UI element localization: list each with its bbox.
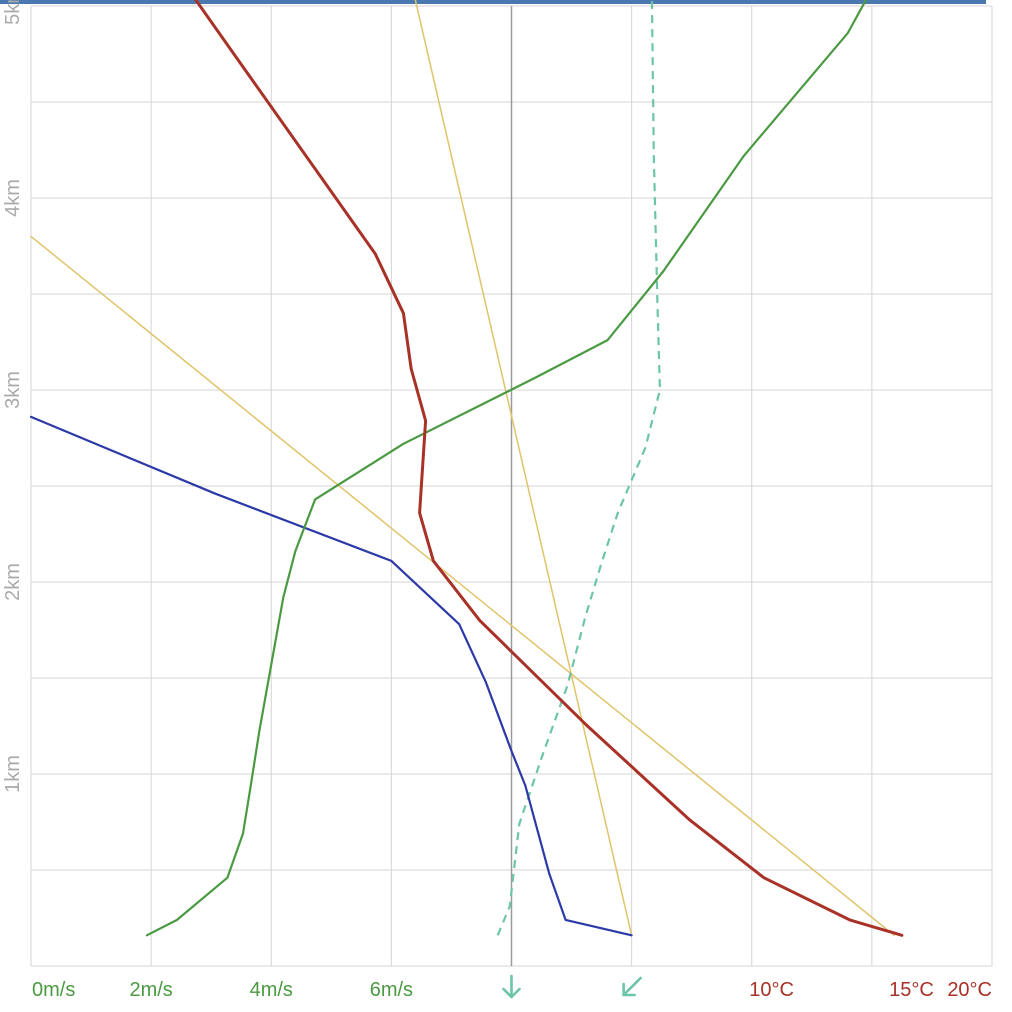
y-tick-label: 3km [2,371,24,409]
y-tick-label: 2km [2,563,24,601]
top-accent-bar [0,0,986,4]
x-tick-labels: 0m/s 2m/s 4m/s 6m/s 10°C 15°C 20°C [32,974,992,1001]
grid [30,5,993,967]
wind-tick-label: 0m/s [32,979,75,1001]
temperature-tick-label: 10°C [749,979,794,1001]
blue-line-line [29,415,633,937]
wind-tick-label: 4m/s [250,979,293,1001]
wind-tick-label: 2m/s [129,979,172,1001]
y-tick-label: 4km [2,179,24,217]
y-tick-labels: 1km 2km 3km 4km 5km [2,0,24,793]
wind-tick-label: 6m/s [370,979,413,1001]
y-tick-label: 5km [2,0,24,25]
reference-lines-line [414,0,633,937]
temperature-tick-label: 20°C [947,979,992,1001]
arrow-down-left-icon [622,976,642,997]
y-tick-label: 1km [2,755,24,793]
wind-speed-line [145,0,868,937]
temperature-line [193,0,904,937]
wind-direction-line [496,0,662,936]
series-group [29,0,904,937]
temperature-tick-label: 15°C [889,979,934,1001]
reference-lines-line-2 [30,235,895,937]
arrow-down-icon [502,974,521,999]
